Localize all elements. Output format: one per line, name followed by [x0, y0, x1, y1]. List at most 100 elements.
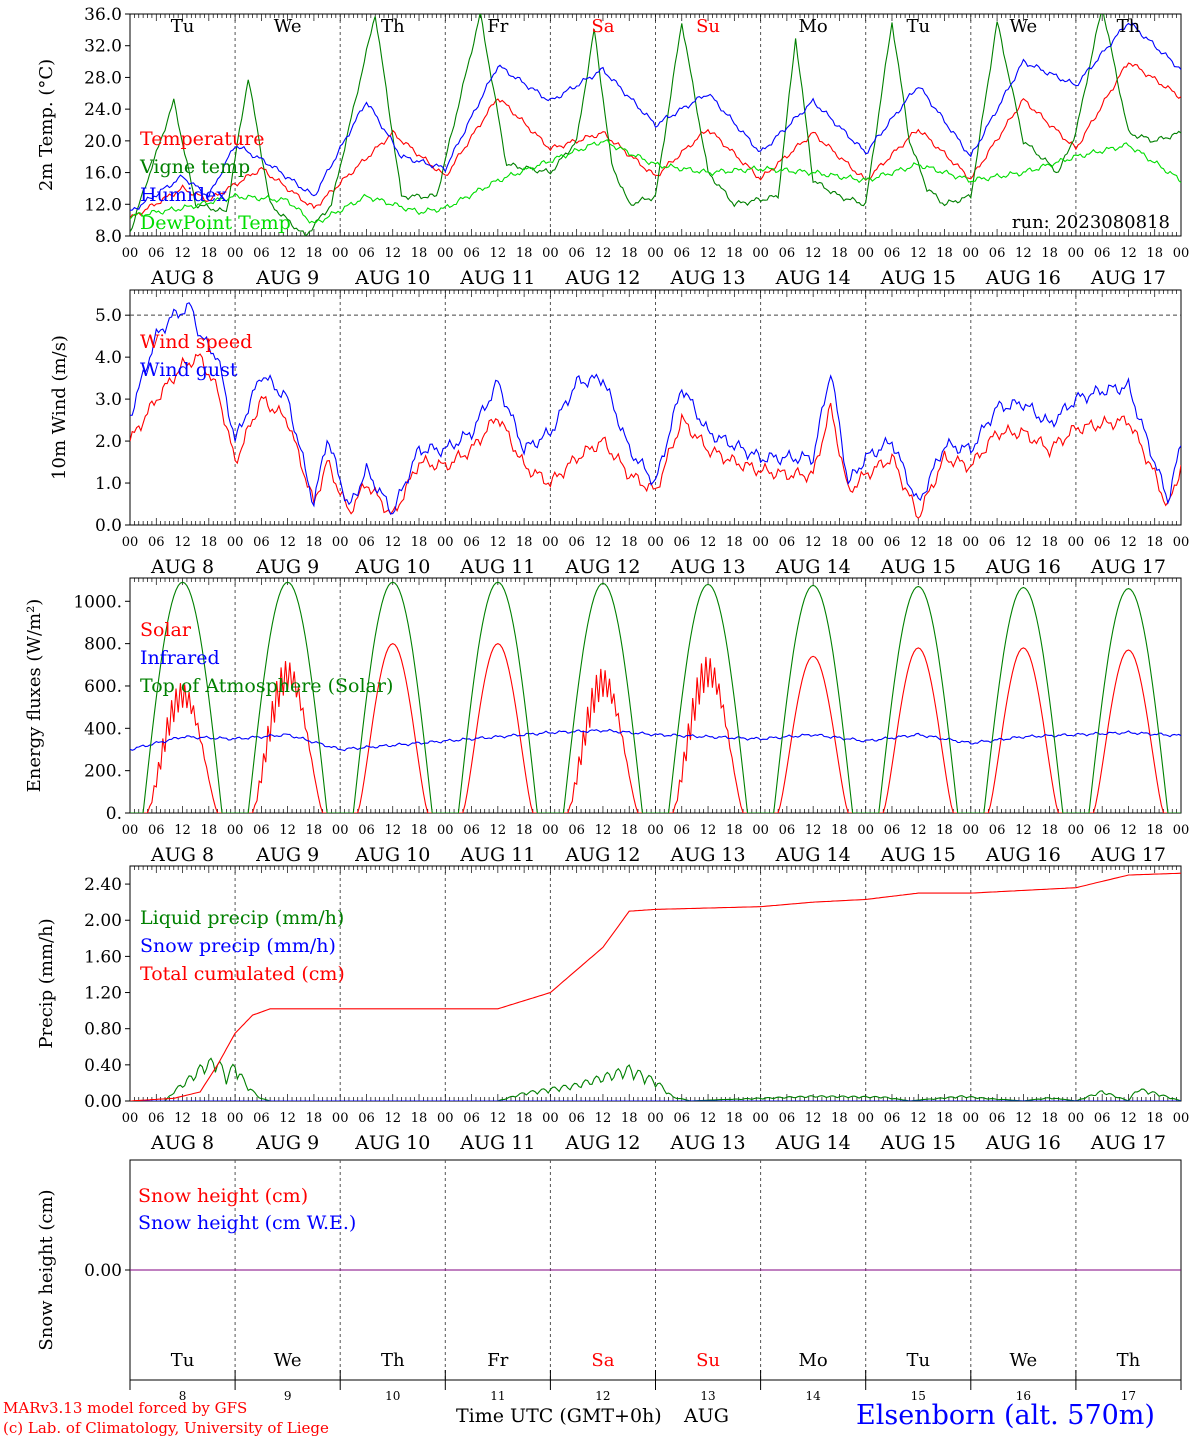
date-label: AUG 12 — [564, 844, 640, 866]
y-axis-label: Snow height (cm) — [36, 1189, 57, 1350]
hour-label: 06 — [253, 535, 270, 550]
weekday-label: Su — [696, 1350, 720, 1371]
weekday-label: We — [274, 1350, 302, 1371]
hour-label: 18 — [1041, 823, 1058, 838]
hour-label: 00 — [542, 1111, 559, 1126]
hour-label: 06 — [253, 246, 270, 261]
day-number-label: 14 — [806, 1389, 822, 1403]
hour-label: 18 — [411, 823, 428, 838]
hour-label: 12 — [1120, 823, 1137, 838]
hour-label: 18 — [306, 823, 323, 838]
hour-label: 12 — [595, 246, 612, 261]
date-label: AUG 15 — [880, 556, 956, 578]
date-label: AUG 13 — [669, 1132, 745, 1154]
hour-label: 12 — [279, 823, 296, 838]
weekday-label: Th — [1117, 1350, 1141, 1371]
hour-label: 06 — [779, 246, 796, 261]
series-line-wind-gust — [130, 302, 1181, 515]
hour-label: 00 — [542, 246, 559, 261]
hour-label: 00 — [1068, 1111, 1085, 1126]
date-label: AUG 11 — [459, 267, 535, 289]
weekday-label: Mo — [799, 1350, 828, 1371]
y-tick-label: 24.0 — [84, 100, 122, 120]
hour-label: 06 — [358, 823, 375, 838]
hour-label: 18 — [1146, 1111, 1163, 1126]
x-axis-title: Time UTC (GMT+0h) — [456, 1405, 662, 1427]
hour-label: 12 — [1120, 1111, 1137, 1126]
run-label: run: 2023080818 — [1012, 212, 1170, 233]
hour-label: 00 — [332, 535, 349, 550]
hour-label: 18 — [201, 1111, 218, 1126]
hour-label: 06 — [674, 823, 691, 838]
hour-label: 00 — [752, 535, 769, 550]
hour-label: 00 — [1068, 246, 1085, 261]
hour-label: 18 — [621, 823, 638, 838]
hour-label: 12 — [805, 535, 822, 550]
series-line-infrared — [130, 728, 1181, 752]
hour-label: 00 — [1068, 535, 1085, 550]
hour-label: 18 — [621, 1111, 638, 1126]
day-number-label: 11 — [490, 1389, 505, 1403]
hour-label: 18 — [621, 535, 638, 550]
date-label: AUG 10 — [354, 556, 430, 578]
day-number-label: 16 — [1016, 1389, 1031, 1403]
hour-label: 00 — [857, 535, 874, 550]
y-tick-label: 8.0 — [95, 227, 122, 247]
legend-entry: Top of Atmosphere (Solar) — [140, 675, 393, 697]
y-tick-label: 5.0 — [95, 306, 122, 326]
y-tick-label: 32.0 — [84, 37, 122, 57]
hour-label: 18 — [936, 246, 953, 261]
hour-label: 00 — [227, 823, 244, 838]
hour-label: 18 — [516, 246, 533, 261]
hour-label: 12 — [384, 823, 401, 838]
y-tick-label: 800. — [84, 635, 122, 655]
y-tick-label: 0.40 — [84, 1056, 122, 1076]
hour-label: 12 — [490, 1111, 507, 1126]
date-label: AUG 10 — [354, 267, 430, 289]
hour-label: 00 — [752, 246, 769, 261]
date-label: AUG 16 — [985, 1132, 1061, 1154]
hour-label: 00 — [332, 823, 349, 838]
date-label: AUG 15 — [880, 1132, 956, 1154]
hour-label: 12 — [595, 1111, 612, 1126]
weekday-label: We — [274, 16, 302, 37]
hour-label: 06 — [568, 246, 585, 261]
series-line-total-cumulated-cm- — [130, 872, 1181, 1101]
station-label: Elsenborn (alt. 570m) — [856, 1400, 1155, 1431]
hour-label: 06 — [568, 535, 585, 550]
hour-label: 06 — [779, 535, 796, 550]
hour-label: 18 — [306, 246, 323, 261]
hour-label: 12 — [910, 823, 927, 838]
hour-label: 18 — [516, 535, 533, 550]
date-label: AUG 15 — [880, 844, 956, 866]
series-line-humidex — [130, 22, 1181, 211]
hour-label: 06 — [148, 823, 165, 838]
y-tick-label: 600. — [84, 677, 122, 697]
hour-label: 00 — [647, 1111, 664, 1126]
hour-label: 12 — [1120, 535, 1137, 550]
panel-3 — [125, 577, 1182, 814]
y-tick-label: 2.0 — [95, 432, 122, 452]
y-tick-label: 2.40 — [84, 875, 122, 895]
hour-label: 18 — [1146, 246, 1163, 261]
day-number-label: 15 — [911, 1389, 926, 1403]
weekday-label: Th — [1117, 16, 1141, 37]
hour-label: 00 — [857, 1111, 874, 1126]
date-label: AUG 10 — [354, 1132, 430, 1154]
month-label: AUG — [684, 1405, 729, 1427]
hour-label: 12 — [279, 246, 296, 261]
hour-label: 12 — [595, 535, 612, 550]
hour-label: 06 — [568, 1111, 585, 1126]
hour-label: 00 — [332, 246, 349, 261]
weekday-label: Sa — [591, 1350, 614, 1371]
hour-label: 06 — [779, 1111, 796, 1126]
hour-label: 06 — [779, 823, 796, 838]
hour-label: 06 — [989, 823, 1006, 838]
hour-label: 12 — [1015, 823, 1032, 838]
hour-label: 00 — [437, 535, 454, 550]
legend-entry: DewPoint Temp — [140, 212, 291, 234]
y-tick-label: 1.20 — [84, 984, 122, 1004]
weekday-label: Tu — [171, 16, 195, 37]
hour-label: 12 — [279, 1111, 296, 1126]
